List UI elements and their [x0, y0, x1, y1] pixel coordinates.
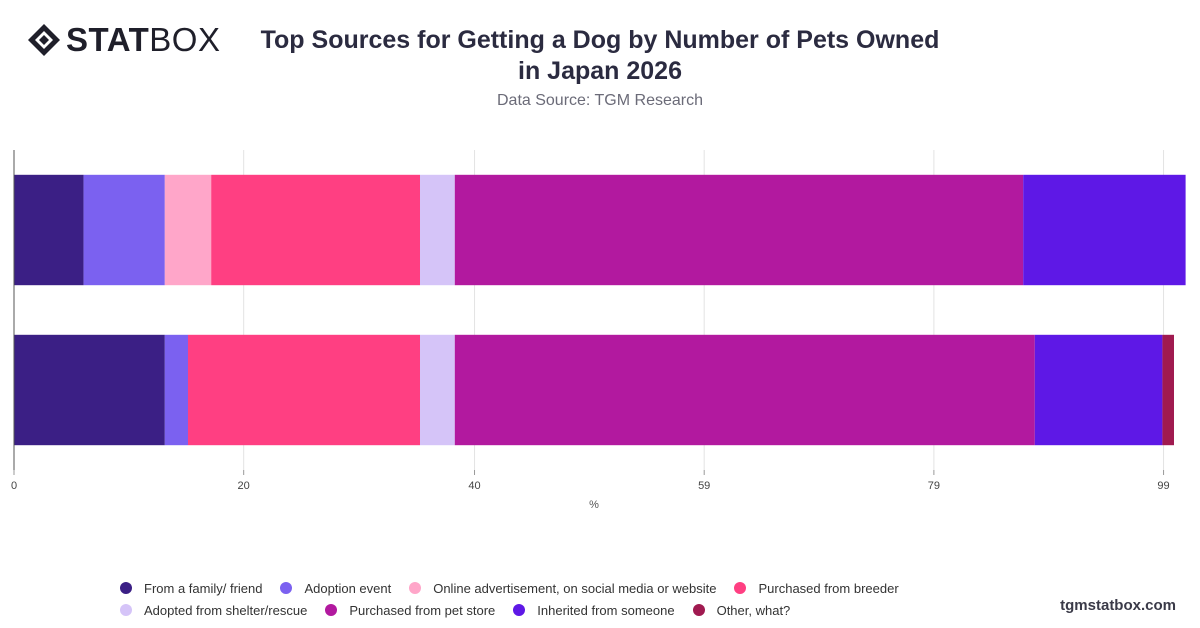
legend-swatch-icon — [120, 582, 132, 594]
legend-swatch-icon — [325, 604, 338, 616]
legend-label: From a family/ friend — [144, 580, 263, 596]
legend-label: Inherited from someone — [537, 602, 675, 618]
x-tick-label: 40 — [468, 480, 480, 492]
bar-segment[interactable] — [14, 334, 165, 446]
x-tick-label: 99 — [1157, 480, 1169, 492]
x-axis: 0 20 40 59 79 99% — [11, 150, 1170, 511]
stacked-bar-chart: 0 20 40 59 79 99% — [11, 150, 1186, 511]
legend-swatch-icon — [120, 604, 132, 616]
legend-item[interactable]: Purchased from breeder — [734, 580, 899, 596]
legend-item[interactable]: Adopted from shelter/rescue — [120, 602, 307, 618]
bar-segment[interactable] — [1162, 334, 1174, 446]
legend-swatch-icon — [513, 604, 526, 616]
legend-swatch-icon — [734, 582, 747, 594]
chart-title: Top Sources for Getting a Dog by Number … — [260, 26, 940, 85]
bar-segment[interactable] — [454, 334, 1035, 446]
bar-segments — [14, 174, 1186, 446]
bar-segment[interactable] — [420, 174, 455, 286]
bar-segment[interactable] — [164, 174, 212, 286]
legend-label: Online advertisement, on social media or… — [433, 580, 717, 596]
x-tick-label: 20 — [238, 480, 250, 492]
bar-segment[interactable] — [211, 174, 420, 286]
legend-label: Adoption event — [304, 580, 392, 596]
legend-label: Other, what? — [716, 602, 791, 618]
bar-segment[interactable] — [14, 174, 84, 286]
legend-item[interactable]: Purchased from pet store — [325, 602, 495, 618]
bar-segment[interactable] — [188, 334, 420, 446]
diamond-logo-icon — [28, 24, 60, 56]
legend-label: Adopted from shelter/rescue — [144, 602, 308, 618]
logo-stat-text: STAT — [66, 21, 150, 58]
x-tick-label: 79 — [928, 480, 940, 492]
legend-label: Purchased from breeder — [758, 580, 899, 596]
bar-segment[interactable] — [1034, 334, 1163, 446]
legend-item[interactable]: Online advertisement, on social media or… — [409, 580, 716, 596]
legend-item[interactable]: Other, what? — [692, 602, 791, 618]
logo-wordmark: STATBOX — [66, 22, 220, 58]
watermark: tgmstatbox.com — [1060, 597, 1176, 614]
legend-item[interactable]: Inherited from someone — [513, 602, 675, 618]
legend-swatch-icon — [409, 582, 422, 594]
bar-segment[interactable] — [83, 174, 165, 286]
x-tick-label: 59 — [698, 480, 710, 492]
bar-segment[interactable] — [1023, 174, 1186, 286]
chart-legend: From a family/ friend Adoption event Onlin… — [120, 580, 1090, 618]
legend-swatch-icon — [692, 604, 705, 616]
legend-label: Purchased from pet store — [349, 602, 496, 618]
legend-item[interactable]: From a family/ friend — [120, 580, 262, 596]
legend-item[interactable]: Adoption event — [280, 580, 391, 596]
bar-segment[interactable] — [164, 334, 188, 446]
x-axis-label: % — [589, 499, 599, 511]
statbox-logo: STATBOX — [26, 22, 220, 58]
chart-subtitle: Data Source: TGM Research — [496, 92, 703, 109]
x-tick-label: 0 — [11, 480, 17, 492]
logo-box-text: BOX — [149, 21, 221, 58]
bar-segment[interactable] — [420, 334, 455, 446]
legend-swatch-icon — [280, 582, 293, 594]
bar-segment[interactable] — [454, 174, 1024, 286]
